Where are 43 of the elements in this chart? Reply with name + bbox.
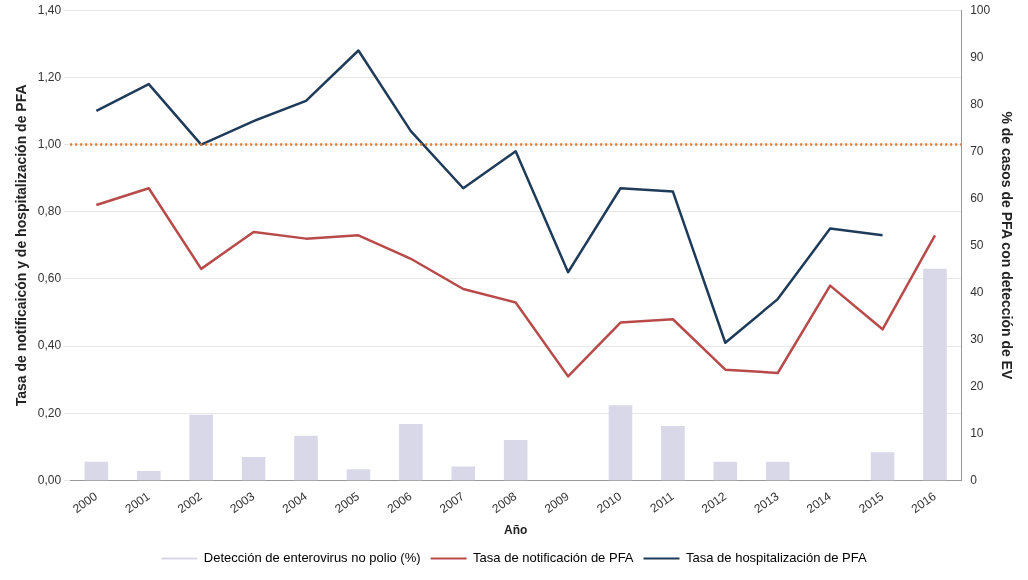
y2-tick-label: 0 (970, 472, 978, 487)
y2-tick-label: 50 (970, 237, 984, 252)
y2-tick-label: 70 (970, 143, 984, 158)
x-tick-label: 2009 (541, 488, 572, 516)
legend-label: Detección de enterovirus no polio (%) (203, 550, 421, 566)
bar (189, 414, 213, 481)
bar (765, 461, 790, 481)
y2-tick-label: 40 (970, 284, 984, 299)
bar (346, 469, 371, 481)
y-tick-label: 0,60 (37, 271, 62, 286)
legend-label: Tasa de hospitalización de PFA (686, 550, 868, 566)
y2-tick-label: 60 (970, 190, 984, 205)
y2-axis-title: % de casos de PFA con detección de EV (998, 111, 1015, 380)
y-tick-label: 0,80 (37, 204, 62, 219)
y-tick-label: 0,40 (37, 338, 62, 353)
x-tick-label: 2001 (122, 488, 153, 516)
x-axis-title: Año (504, 523, 528, 538)
bar (294, 435, 318, 481)
y-tick-label: 1,40 (37, 2, 62, 17)
legend-label: Tasa de notificación de PFA (473, 550, 634, 566)
bar (608, 405, 633, 481)
bar (241, 456, 266, 481)
y-axis-title: Tasa de notificaicón y de hospitalización de PFA (13, 84, 30, 407)
y2-tick-label: 100 (970, 2, 991, 17)
y2-tick-label: 90 (970, 49, 984, 64)
y-tick-label: 1,00 (37, 136, 62, 151)
x-tick-label: 2011 (647, 488, 677, 516)
y-tick-label: 0,20 (37, 405, 62, 420)
bar (503, 440, 528, 481)
bar (661, 425, 685, 481)
y2-tick-label: 80 (970, 96, 984, 111)
bar (399, 424, 423, 481)
y2-tick-label: 10 (970, 425, 984, 440)
bar (870, 452, 895, 481)
bar (713, 461, 738, 481)
y-tick-label: 1,20 (37, 69, 62, 84)
bar (923, 268, 947, 481)
bar (451, 466, 476, 481)
y2-tick-label: 30 (970, 331, 984, 346)
y-tick-label: 0,00 (37, 472, 62, 487)
bar (84, 461, 109, 481)
bar (136, 471, 161, 481)
y2-tick-label: 20 (970, 378, 984, 393)
